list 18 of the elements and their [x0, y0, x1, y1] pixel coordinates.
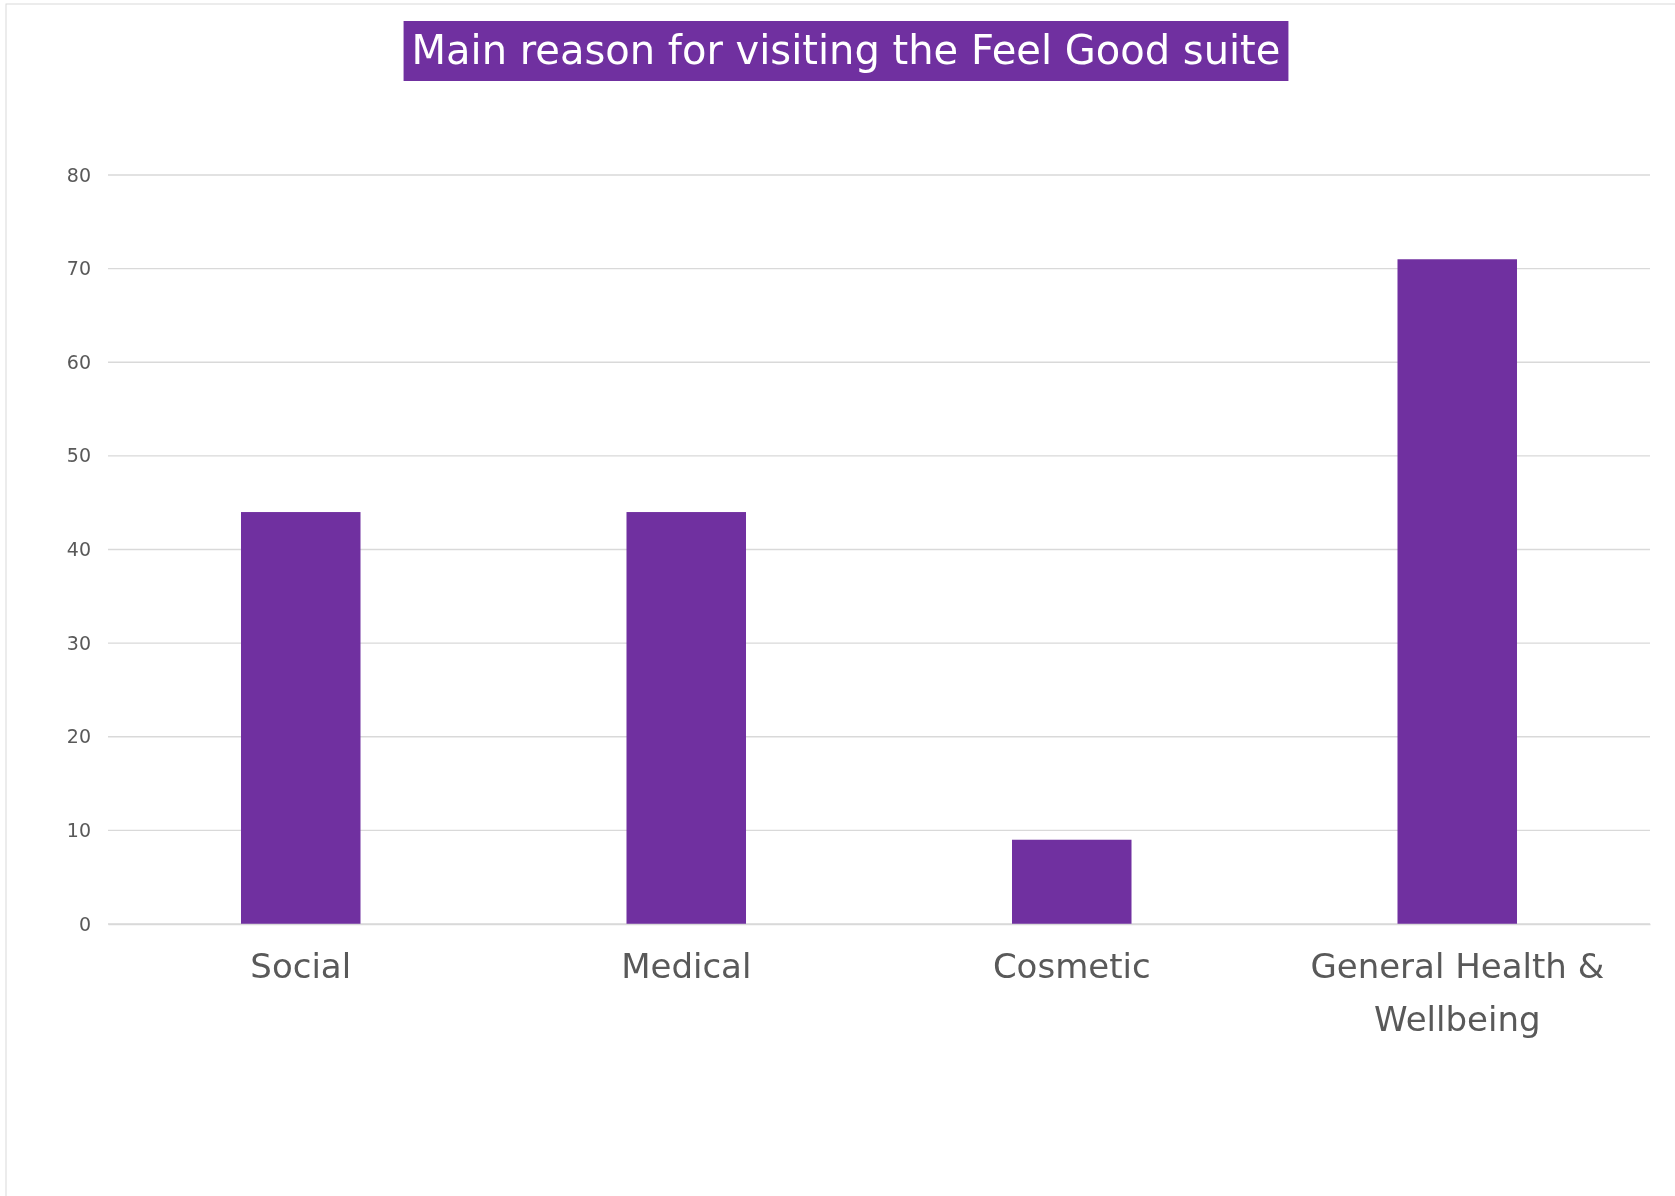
y-tick-label: 60 — [66, 350, 91, 373]
chart-title: Main reason for visiting the Feel Good suite — [411, 27, 1281, 73]
y-tick-label: 40 — [66, 538, 91, 561]
y-tick-label: 0 — [78, 912, 91, 935]
x-tick-label: Cosmetic — [992, 946, 1151, 986]
y-tick-label: 10 — [66, 818, 91, 841]
y-tick-label: 70 — [66, 257, 91, 280]
x-tick-label: General Health & Wellbeing — [1310, 946, 1605, 1039]
bar — [241, 512, 361, 924]
bar — [626, 512, 746, 924]
x-tick-label: Social — [250, 946, 352, 986]
bar — [1012, 839, 1132, 924]
y-tick-label: 20 — [66, 725, 91, 748]
y-tick-label: 50 — [66, 444, 91, 467]
y-tick-label: 80 — [66, 163, 91, 186]
x-tick-label: Medical — [621, 946, 752, 986]
bar — [1397, 259, 1518, 924]
y-tick-label: 30 — [66, 631, 91, 654]
